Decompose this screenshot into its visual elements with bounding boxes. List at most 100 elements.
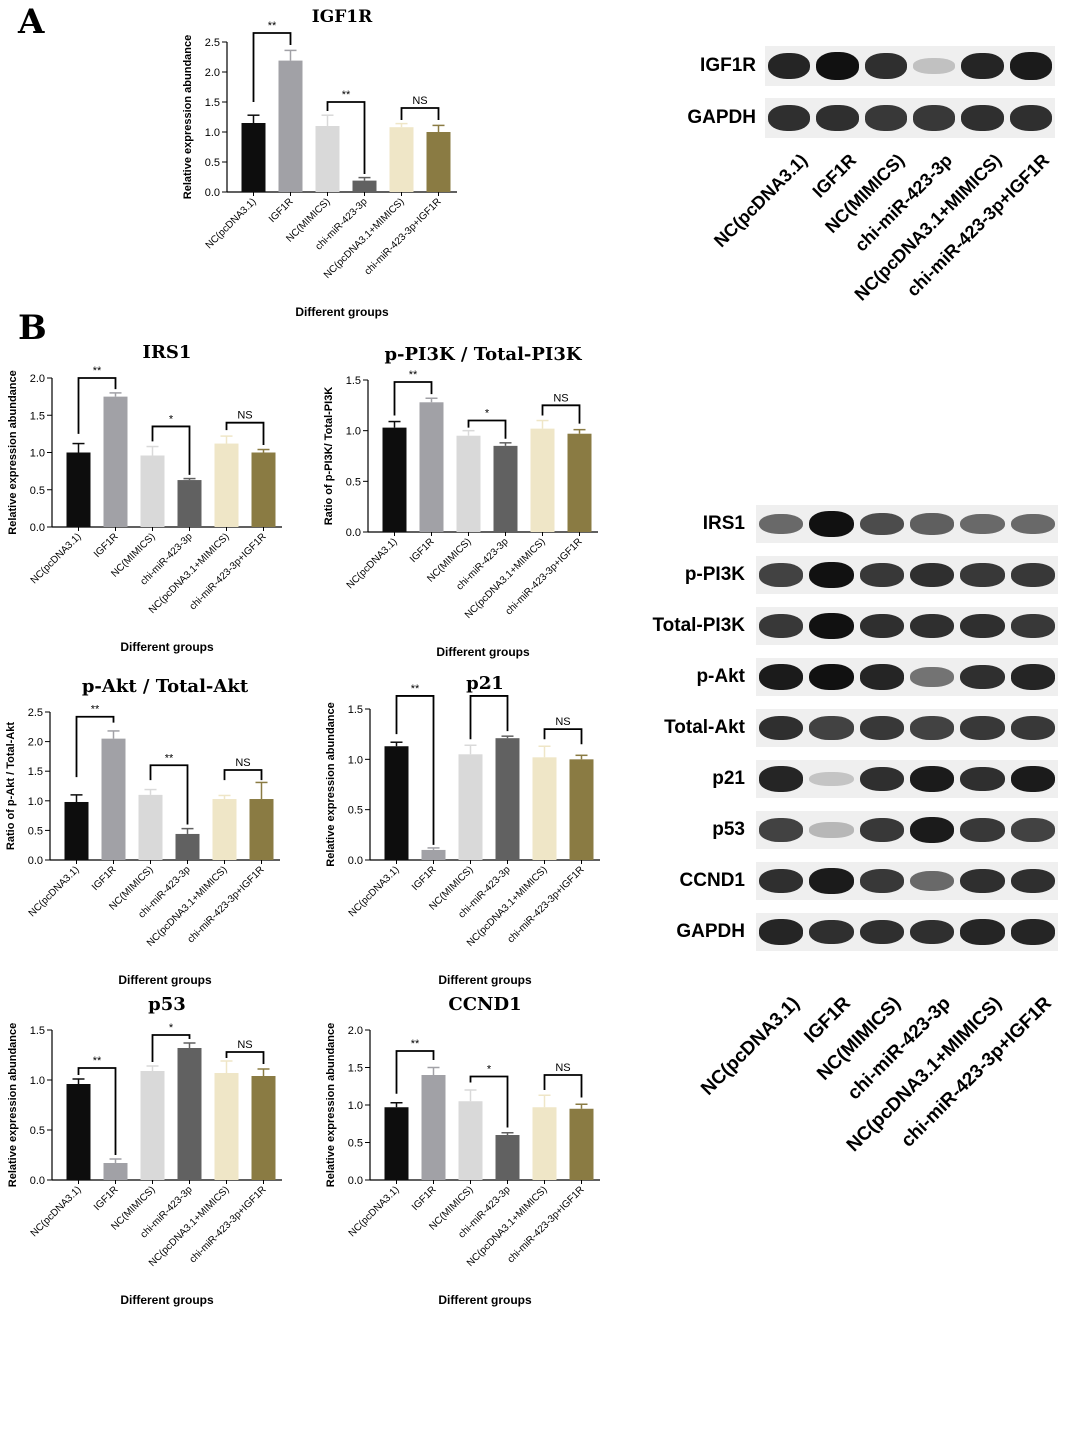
significance-label: ** <box>409 369 418 381</box>
significance-label: NS <box>412 95 427 107</box>
bar <box>138 794 163 860</box>
blot-protein-label: Total-Akt <box>664 716 745 738</box>
significance-label: * <box>485 408 490 420</box>
bar <box>103 396 128 527</box>
blot-band <box>961 105 1004 131</box>
panel-label-a: A <box>18 2 45 42</box>
significance-label: * <box>169 413 174 425</box>
blot-band <box>859 869 904 893</box>
chart-p53: p53 0.0 0.5 1.0 1.5 Relative expression abund… <box>7 994 282 1307</box>
significance-bracket <box>467 419 507 439</box>
blot-band <box>960 818 1005 842</box>
bar <box>101 738 126 860</box>
significance-label: ** <box>93 1055 102 1067</box>
bar <box>140 1071 165 1180</box>
significance-label: ** <box>93 365 102 377</box>
x-tick-label: chi-miR-423-3p+IGF1R <box>363 196 444 277</box>
significance-label: NS <box>237 1039 252 1051</box>
y-tick-label: 1.5 <box>30 410 45 422</box>
blot-strip <box>756 505 1058 543</box>
y-tick-label: 2.5 <box>205 37 220 49</box>
blot-strip <box>756 556 1058 594</box>
x-axis-label: Different groups <box>118 973 212 987</box>
bar <box>493 445 518 532</box>
blot-protein-label: p21 <box>712 767 745 789</box>
chart-title: IGF1R <box>312 7 373 27</box>
blot-strip <box>765 46 1055 86</box>
y-tick-label: 0.5 <box>346 476 361 488</box>
x-tick-label: NC(pcDNA3.1) <box>204 196 259 251</box>
x-axis-label: Different groups <box>120 1293 214 1307</box>
x-tick-label: NC(pcDNA3.1) <box>29 1184 84 1239</box>
blot-band <box>960 563 1005 587</box>
blot-band <box>1010 868 1055 894</box>
significance-bracket <box>543 728 583 745</box>
y-axis-label: Ratio of p-Akt / Total-Akt <box>5 722 17 850</box>
blot-band <box>1010 766 1055 792</box>
significance-label: ** <box>268 20 277 32</box>
significance-bracket <box>543 1074 583 1098</box>
significance-label: ** <box>411 1038 420 1050</box>
significance-bracket <box>225 1051 265 1064</box>
blot-band <box>1010 818 1055 842</box>
bar <box>419 402 444 532</box>
y-axis-label: Relative expression abundance <box>7 370 19 534</box>
bar <box>103 1163 128 1180</box>
bar <box>421 1075 446 1180</box>
bar <box>175 833 200 860</box>
y-tick-label: 0.5 <box>30 1125 45 1137</box>
x-tick-label: IGF1R <box>90 864 119 893</box>
bar <box>569 759 594 860</box>
y-tick-label: 0.5 <box>28 825 43 837</box>
bar <box>177 1048 202 1180</box>
blot-band <box>859 919 904 945</box>
bar <box>426 132 451 192</box>
blot-strip <box>756 658 1058 696</box>
y-tick-label: 1.0 <box>348 754 363 766</box>
bar <box>214 1073 239 1180</box>
blot-band <box>1010 716 1055 740</box>
y-tick-label: 1.5 <box>205 97 220 109</box>
y-tick-label: 1.0 <box>348 1100 363 1112</box>
blot-protein-label: p-Akt <box>696 665 745 687</box>
y-tick-label: 1.5 <box>348 704 363 716</box>
y-tick-label: 0.0 <box>28 855 43 867</box>
blot-band <box>1010 614 1055 638</box>
chart-title: CCND1 <box>448 994 521 1015</box>
blot-protein-label: p-PI3K <box>684 563 745 585</box>
blot-band <box>809 822 854 838</box>
bar <box>458 1101 483 1180</box>
significance-label: NS <box>235 757 250 769</box>
blot-strip <box>756 607 1058 645</box>
blot-band <box>859 716 904 740</box>
blot-band <box>913 58 956 74</box>
significance-bracket <box>326 101 366 174</box>
x-tick-label: chi-miR-423-3p+IGF1R <box>506 864 587 945</box>
blot-band <box>960 613 1005 639</box>
blot-band <box>1009 105 1052 131</box>
bar <box>214 443 239 527</box>
bar <box>384 746 409 860</box>
blot-band <box>910 667 955 687</box>
y-axis-label: Relative expression abundance <box>182 35 194 199</box>
blot-band <box>960 513 1005 535</box>
y-tick-label: 1.5 <box>346 375 361 387</box>
x-tick-label: chi-miR-423-3p+IGF1R <box>188 531 269 612</box>
blot-band <box>910 513 955 535</box>
blot-band <box>960 664 1005 690</box>
blot-band <box>768 52 811 80</box>
blot-band <box>809 510 854 538</box>
bar <box>456 435 481 532</box>
blot-band <box>960 868 1005 894</box>
chart-title: p21 <box>466 673 504 694</box>
y-tick-label: 0.0 <box>346 527 361 539</box>
bar <box>352 180 377 192</box>
blot-band <box>759 766 804 792</box>
blot-strip <box>756 811 1058 849</box>
blot-band <box>1010 919 1055 945</box>
significance-label: NS <box>237 410 252 422</box>
y-tick-label: 1.5 <box>348 1063 363 1075</box>
significance-bracket <box>151 1034 191 1062</box>
bar <box>177 480 202 527</box>
significance-label: ** <box>91 704 100 716</box>
